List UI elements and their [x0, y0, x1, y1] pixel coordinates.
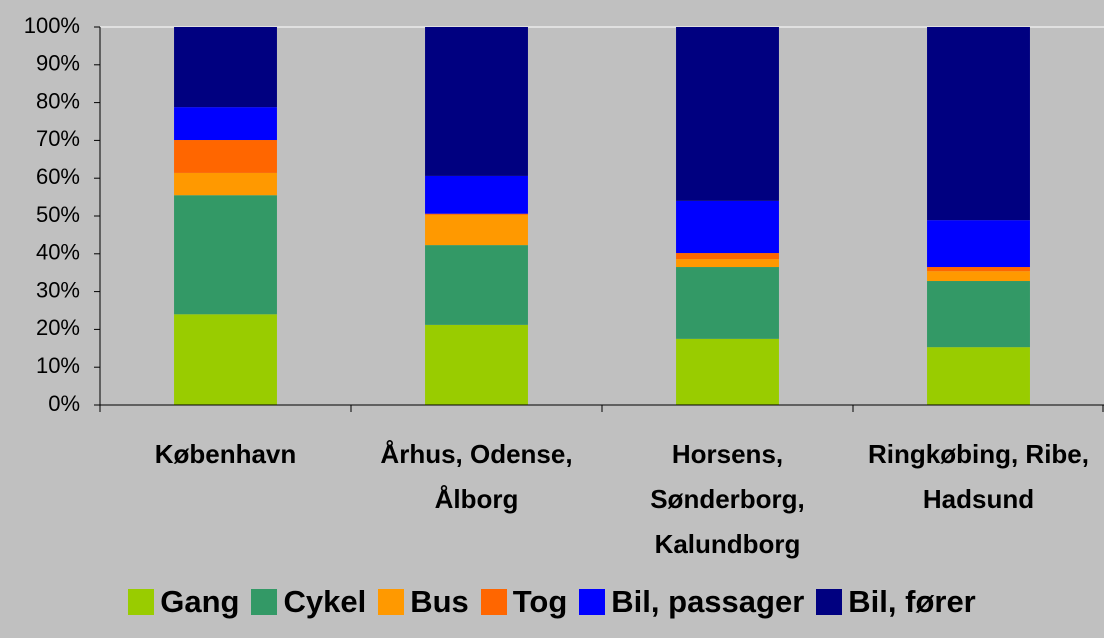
bar-segment	[927, 220, 1030, 268]
bar-segment	[676, 27, 779, 201]
bar-segment	[425, 324, 528, 405]
y-tick-label: 60%	[36, 164, 80, 189]
bar-segment	[676, 267, 779, 339]
y-tick-label: 10%	[36, 353, 80, 378]
bar-segment	[927, 271, 1030, 282]
y-tick-label: 90%	[36, 51, 80, 76]
bar-segment	[425, 27, 528, 176]
x-tick-label: Ringkøbing, Ribe, Hadsund	[868, 439, 1089, 514]
y-tick-label: 80%	[36, 88, 80, 113]
legend-swatch	[480, 589, 507, 615]
y-tick-label: 30%	[36, 277, 80, 302]
bar-segment	[676, 259, 779, 268]
y-tick-label: 50%	[36, 202, 80, 227]
chart: 0% 10% 20% 30% 40% 50% 60% 70% 80% 90% 100%	[24, 13, 1104, 416]
legend: Gang Cykel Bus Tog Bil, passager Bil, fører	[0, 584, 1104, 620]
bar-segment	[425, 245, 528, 325]
bar-segment	[425, 213, 528, 215]
legend-label: Cykel	[283, 584, 367, 619]
legend-swatch	[579, 589, 606, 615]
legend-swatch	[251, 589, 278, 615]
legend-swatch	[816, 589, 843, 615]
legend-label: Bil, passager	[611, 584, 805, 619]
y-tick-label: 70%	[36, 126, 80, 151]
legend-item: Tog	[480, 584, 568, 620]
bar-segment	[425, 175, 528, 214]
y-tick-label: 20%	[36, 315, 80, 340]
y-tick-label: 40%	[36, 240, 80, 265]
bar-segment	[676, 338, 779, 405]
bar-segment	[676, 253, 779, 260]
bar-segment	[174, 314, 277, 405]
x-tick-label: Horsens, Sønderborg, Kalundborg	[650, 439, 805, 559]
x-tick-label: Århus, Odense, Ålborg	[380, 439, 573, 514]
legend-item: Cykel	[251, 584, 366, 620]
x-tick-label: København	[154, 439, 297, 469]
bar-segment	[927, 267, 1030, 272]
legend-item: Gang	[128, 584, 239, 620]
legend-swatch	[378, 589, 405, 615]
legend-swatch	[128, 589, 155, 615]
bar-segment	[927, 27, 1030, 221]
bar-segment	[174, 27, 277, 108]
bar-segment	[425, 214, 528, 246]
legend-label: Bus	[410, 584, 469, 619]
legend-label: Bil, fører	[848, 584, 976, 619]
y-tick-label: 100%	[24, 13, 80, 38]
legend-label: Gang	[160, 584, 240, 619]
bar-segment	[174, 140, 277, 173]
bar-segment	[174, 107, 277, 141]
bar-segment	[174, 195, 277, 315]
bar-segment	[927, 347, 1030, 405]
y-tick-label: 0%	[48, 391, 80, 416]
legend-label: Tog	[512, 584, 568, 619]
legend-item: Bil, passager	[579, 584, 804, 620]
bar-segment	[927, 281, 1030, 348]
legend-item: Bus	[378, 584, 469, 620]
bar-segment	[174, 172, 277, 196]
legend-item: Bil, fører	[816, 584, 976, 620]
bar-segment	[676, 200, 779, 254]
